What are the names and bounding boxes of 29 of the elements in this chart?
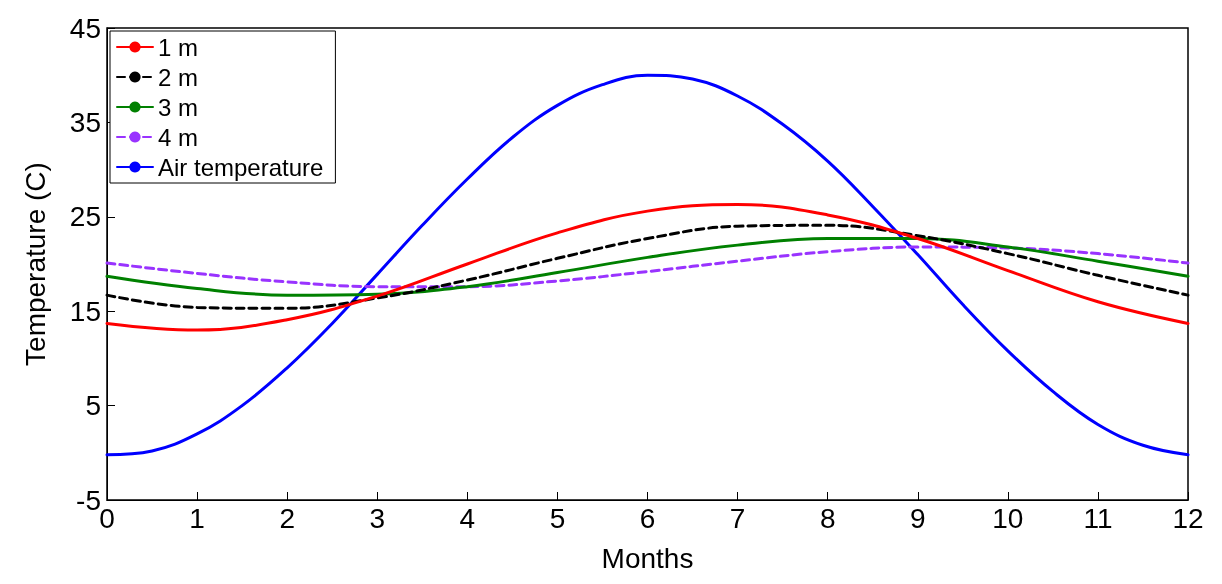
y-tick-label: 15 bbox=[69, 295, 101, 327]
line-series bbox=[105, 237, 1190, 297]
y-tick-label: -5 bbox=[76, 484, 101, 516]
y-tick-label: 25 bbox=[69, 201, 101, 233]
legend-label: 1 m bbox=[158, 33, 199, 61]
legend-label: 2 m bbox=[158, 63, 199, 91]
line-series bbox=[105, 245, 1190, 289]
legend-label: 4 m bbox=[158, 123, 199, 151]
y-tick-label: 35 bbox=[69, 106, 101, 138]
x-tick-label: 9 bbox=[909, 502, 926, 534]
x-tick-label: 4 bbox=[459, 502, 476, 534]
x-axis-title: Months bbox=[601, 542, 694, 574]
legend-label: Air temperature bbox=[158, 153, 324, 181]
legend-label: 3 m bbox=[158, 93, 199, 121]
y-tick-label: 45 bbox=[69, 12, 101, 44]
x-tick-label: 1 bbox=[189, 502, 205, 534]
line-series bbox=[105, 203, 1190, 332]
x-tick-label: 8 bbox=[819, 502, 836, 534]
y-axis-title: Temperature (C) bbox=[19, 162, 51, 366]
x-tick-label: 0 bbox=[99, 502, 115, 534]
x-tick-label: 5 bbox=[549, 502, 566, 534]
x-tick-label: 6 bbox=[639, 502, 656, 534]
x-tick-label: 12 bbox=[1172, 502, 1204, 534]
y-tick-label: 5 bbox=[85, 390, 101, 422]
x-tick-label: 7 bbox=[729, 502, 746, 534]
x-tick-label: 10 bbox=[992, 502, 1024, 534]
x-tick-label: 11 bbox=[1083, 502, 1113, 534]
x-tick-label: 3 bbox=[369, 502, 386, 534]
x-tick-label: 2 bbox=[279, 502, 295, 534]
